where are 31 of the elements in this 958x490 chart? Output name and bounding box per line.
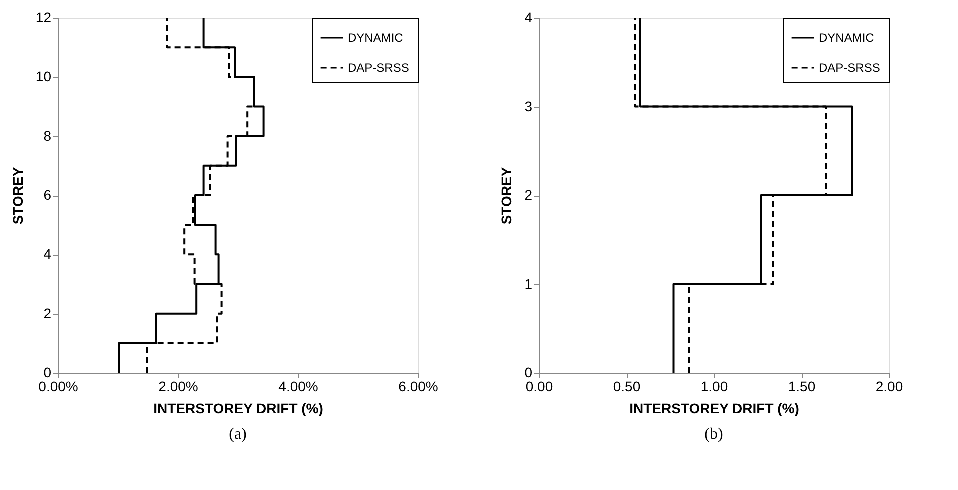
y-tick-label: 10 <box>36 68 52 85</box>
text: (a) <box>229 426 247 443</box>
y-axis-title: STOREY <box>498 166 515 225</box>
x-axis-title: INTERSTOREY DRIFT (%) <box>630 400 800 416</box>
x-tick-label: 0.00% <box>38 378 78 394</box>
x-tick-label: 0.00 <box>526 378 554 394</box>
x-tick-label: 1.00 <box>700 378 728 394</box>
x-tick-label: 0.50 <box>613 378 641 394</box>
y-tick-label: 8 <box>44 128 52 144</box>
x-tick-label: 2.00% <box>158 378 198 394</box>
text: (b) <box>704 426 724 443</box>
y-tick-label: 0 <box>44 364 52 380</box>
y-tick-label: 3 <box>524 98 533 114</box>
x-tick-label: 6.00% <box>398 378 438 394</box>
y-tick-label: 0 <box>524 364 533 380</box>
legend-label: DAP-SRSS <box>348 61 410 75</box>
y-tick-label: 4 <box>44 246 52 262</box>
x-tick-label: 4.00% <box>278 378 318 394</box>
legend-label: DYNAMIC <box>819 31 875 45</box>
y-tick-label: 1 <box>524 276 533 292</box>
x-tick-label: 1.50 <box>788 378 816 394</box>
y-tick-label: 4 <box>524 10 533 26</box>
y-tick-label: 12 <box>36 10 52 26</box>
x-axis-title: INTERSTOREY DRIFT (%) <box>154 400 324 416</box>
y-tick-label: 6 <box>44 187 52 203</box>
y-axis-title: STOREY <box>10 166 26 225</box>
x-tick-label: 2.00 <box>876 378 904 394</box>
y-tick-label: 2 <box>44 305 52 322</box>
legend-label: DAP-SRSS <box>819 61 880 75</box>
legend-label: DYNAMIC <box>348 31 404 45</box>
y-tick-label: 2 <box>524 187 533 203</box>
